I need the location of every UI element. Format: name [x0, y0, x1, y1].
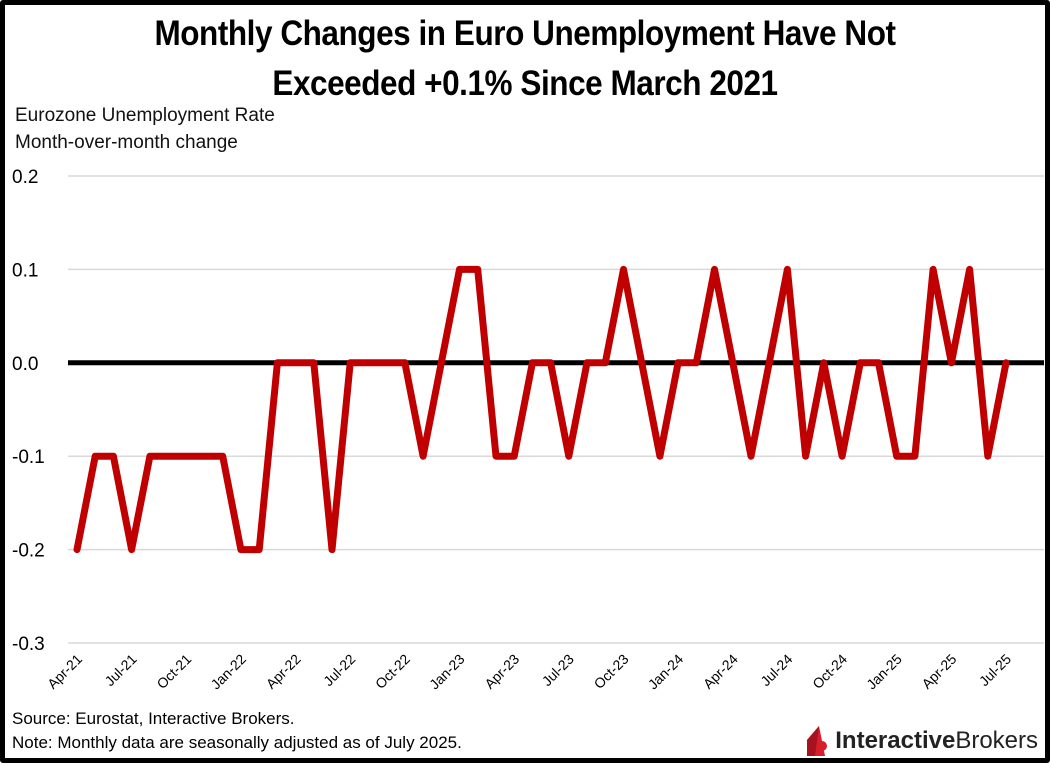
x-tick-label: Jan-22 — [207, 651, 249, 693]
series-group — [68, 265, 1044, 554]
x-tick-label: Apr-22 — [263, 651, 304, 692]
x-tick-label: Apr-24 — [700, 651, 741, 692]
interactive-brokers-logo: InteractiveBrokers — [805, 726, 1038, 756]
y-tick-label: -0.3 — [12, 634, 45, 655]
gridlines — [68, 175, 1044, 644]
chart-title-line1: Monthly Changes in Euro Unemployment Hav… — [154, 14, 896, 53]
x-tick-label: Apr-21 — [44, 651, 85, 692]
y-tick-label: -0.1 — [12, 447, 45, 468]
y-tick-label: -0.2 — [12, 541, 45, 562]
x-tick-label: Jan-25 — [863, 651, 905, 693]
y-tick-label: 0.1 — [12, 260, 38, 281]
y-tick-label: 0.0 — [12, 354, 38, 375]
x-tick-label: Oct-23 — [591, 651, 632, 692]
source-note: Source: Eurostat, Interactive Brokers. — [12, 709, 295, 728]
x-tick-label: Apr-25 — [918, 651, 959, 692]
series-line — [73, 265, 1010, 554]
x-tick-label: Jul-21 — [101, 651, 139, 689]
x-tick-label: Jul-22 — [320, 651, 358, 689]
x-tick-label: Jul-23 — [539, 651, 577, 689]
logo-text-bold: Interactive — [835, 727, 956, 754]
x-tick-label: Apr-23 — [481, 651, 522, 692]
chart-title-line2: Exceeded +0.1% Since March 2021 — [272, 64, 778, 103]
logo-text-regular: Brokers — [955, 727, 1038, 754]
x-tick-label: Jan-24 — [645, 651, 687, 693]
x-axis-labels: Apr-21 Jul-21 Oct-21 Jan-22 Apr-22 Jul-22 Oct-… — [44, 651, 1014, 693]
x-tick-label: Oct-21 — [153, 651, 194, 692]
y-axis-labels: 0.2 0.1 0.0 -0.1 -0.2 -0.3 — [12, 167, 45, 655]
chart-subtitle-line1: Eurozone Unemployment Rate — [15, 105, 275, 126]
data-note: Note: Monthly data are seasonally adjust… — [12, 733, 462, 752]
ib-logo-icon — [807, 726, 828, 756]
chart-subtitle-line2: Month-over-month change — [15, 132, 238, 153]
x-tick-label: Jul-25 — [976, 651, 1014, 689]
x-tick-label: Oct-24 — [809, 651, 850, 692]
logo-text: InteractiveBrokers — [835, 727, 1038, 755]
x-tick-label: Jul-24 — [757, 651, 795, 689]
x-tick-label: Oct-22 — [372, 651, 413, 692]
y-tick-label: 0.2 — [12, 167, 38, 188]
x-tick-label: Jan-23 — [426, 651, 468, 693]
